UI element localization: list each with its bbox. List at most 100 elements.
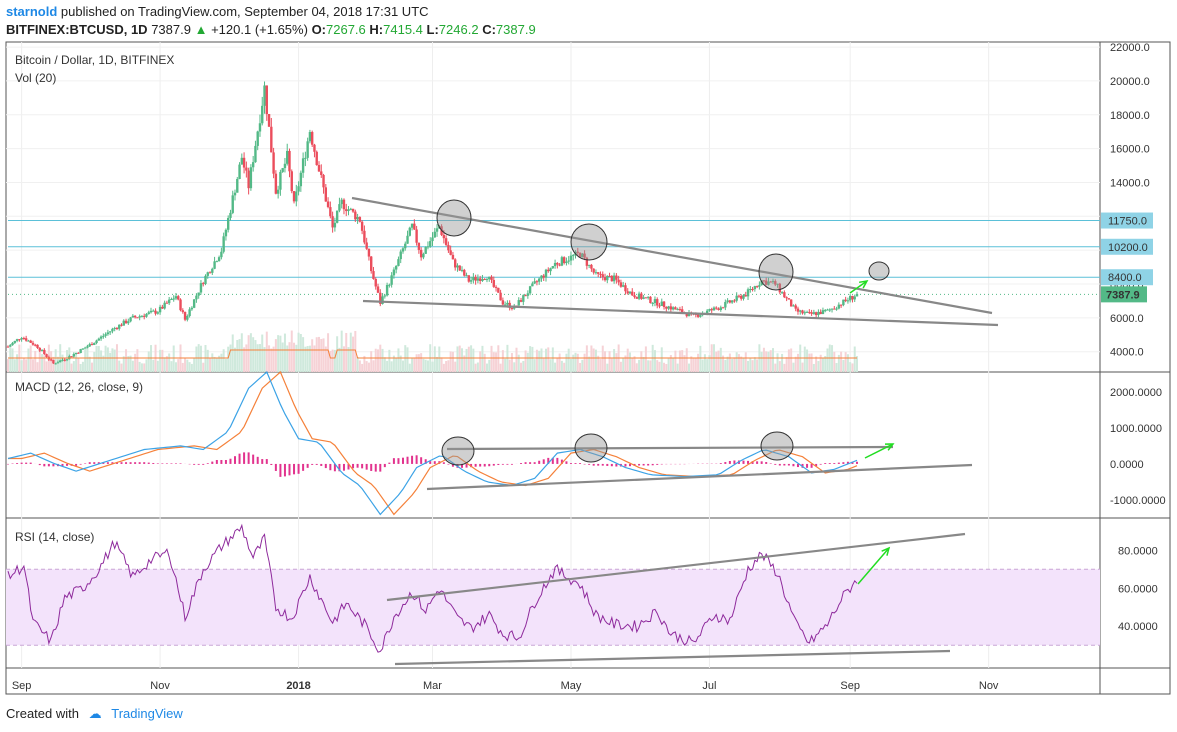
volume-bar (706, 359, 709, 372)
candle-body (356, 217, 359, 220)
volume-bar (45, 361, 48, 372)
volume-bar (129, 355, 132, 372)
symbol-label[interactable]: BITFINEX:BTCUSD, 1D (6, 22, 148, 37)
volume-bar (787, 349, 790, 372)
highlight-ellipse (868, 261, 890, 281)
candle-body (299, 172, 303, 187)
candle-body (186, 316, 189, 320)
candle-body (676, 309, 679, 311)
macd-pane[interactable]: MACD (12, 26, close, 9) (15, 380, 143, 394)
volume-bar (220, 353, 223, 372)
volume-bar (111, 348, 114, 372)
volume-bar (333, 349, 336, 372)
macd-histogram-bar (588, 463, 591, 465)
candle-body (202, 283, 205, 285)
volume-bar (674, 350, 677, 372)
volume-bar (853, 346, 856, 372)
candle-body (306, 141, 309, 158)
macd-histogram-bar (624, 463, 627, 467)
candle-body (329, 207, 332, 217)
macd-histogram-bar (483, 463, 486, 467)
macd-histogram-bar (47, 463, 50, 467)
candle-body (122, 320, 125, 326)
volume-bar (474, 363, 477, 372)
volume-bar (104, 345, 107, 372)
candle-body (370, 256, 373, 272)
candle-body (256, 131, 259, 146)
green-arrow-icon (864, 443, 894, 459)
volume-bar (504, 358, 507, 372)
volume-bar (572, 354, 575, 372)
volume-bar (613, 349, 616, 372)
tradingview-brand-link[interactable]: TradingView (111, 706, 183, 721)
candle-body (188, 309, 191, 317)
volume-bar (404, 345, 407, 372)
macd-histogram-bar (833, 463, 836, 464)
candle-body (848, 295, 852, 301)
candle-body (458, 265, 461, 271)
candle-body (267, 114, 271, 127)
volume-bar (576, 353, 579, 372)
volume-bar (465, 348, 468, 372)
price-y-tick: 14000.0 (1110, 177, 1150, 189)
candle-body (490, 276, 493, 281)
author-link[interactable]: starnold (6, 4, 58, 19)
candle-body (149, 310, 153, 313)
macd-histogram-bar (202, 463, 205, 465)
price-resistance-trendline (351, 196, 993, 315)
price-pane[interactable]: Bitcoin / Dollar, 1D, BITFINEX Vol (20) (15, 53, 174, 85)
candle-body (115, 327, 119, 329)
candle-body (354, 211, 357, 220)
chart-marks: SepNov2018MarMayJulSepNov4000.06000.0800… (6, 42, 1166, 692)
volume-bar (656, 360, 659, 372)
candle-body (599, 273, 602, 275)
candle-body (519, 300, 523, 302)
candle-body (145, 313, 148, 317)
macd-histogram-bar (551, 457, 554, 464)
candle-body (606, 275, 609, 281)
volume-bar (25, 359, 28, 372)
volume-bar (277, 335, 280, 372)
macd-histogram-bar (283, 463, 286, 477)
volume-bar (63, 358, 66, 372)
volume-bar (81, 361, 84, 372)
macd-histogram-bar (342, 463, 345, 471)
candle-body (333, 222, 337, 228)
volume-bar (635, 363, 638, 372)
candle-body (653, 299, 657, 304)
volume-bar (542, 358, 545, 372)
macd-line (7, 370, 858, 516)
volume-bar (77, 358, 80, 372)
volume-bar (438, 346, 441, 372)
candle-body (340, 199, 343, 205)
x-tick-label: May (561, 680, 582, 692)
candle-body (685, 313, 688, 317)
volume-bar (851, 363, 854, 372)
volume-bar (794, 356, 797, 372)
candle-body (774, 281, 777, 285)
candle-body (358, 217, 362, 222)
macd-histogram-bar (66, 463, 69, 466)
candle-body (158, 306, 162, 313)
candle-body (190, 307, 194, 310)
candle-body (644, 297, 648, 299)
candle-body (174, 296, 178, 299)
volume-bar (551, 347, 554, 372)
volume-bar (842, 359, 845, 372)
candle-body (177, 296, 180, 300)
macd-histogram-bar (560, 459, 563, 464)
macd-histogram-bar (392, 458, 395, 464)
candle-body (776, 283, 779, 285)
candle-body (517, 300, 520, 306)
volume-bar (803, 346, 806, 372)
volume-bar (790, 348, 793, 372)
macd-histogram-bar (579, 463, 582, 464)
volume-bar (79, 363, 82, 372)
candle-body (113, 327, 116, 329)
rsi-pane[interactable]: RSI (14, close) (15, 530, 94, 544)
green-arrow-icon (857, 547, 890, 585)
candle-body (615, 275, 618, 280)
candle-body (261, 105, 264, 124)
volume-bar (744, 352, 747, 372)
